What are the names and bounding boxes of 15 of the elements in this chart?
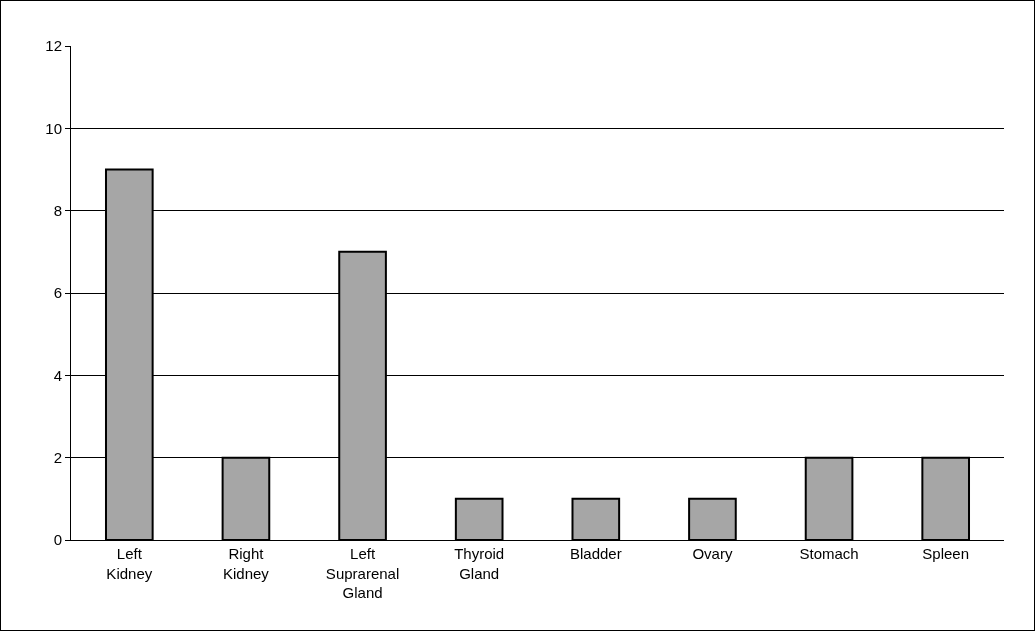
x-tick-label: Thyroid Gland (454, 545, 505, 582)
y-tick-label: 0 (53, 531, 62, 549)
x-tick-label: Stomach (799, 545, 859, 562)
y-tick-label: 10 (45, 119, 62, 137)
y-tick-label: 2 (53, 448, 62, 466)
x-tick-label: Spleen (922, 545, 970, 562)
y-tick-label: 8 (53, 201, 62, 219)
y-tick-label: 6 (53, 284, 62, 302)
y-tick-label: 4 (53, 366, 62, 384)
x-tick-label: Bladder (569, 545, 622, 562)
y-tick-label: 12 (45, 37, 62, 55)
x-tick-label: Right Kidney (223, 545, 270, 582)
x-tick-label: Left Kidney (106, 545, 153, 582)
x-tick-label: Left Suprarenal Gland (325, 545, 400, 601)
x-tick-label: Ovary (692, 545, 733, 562)
